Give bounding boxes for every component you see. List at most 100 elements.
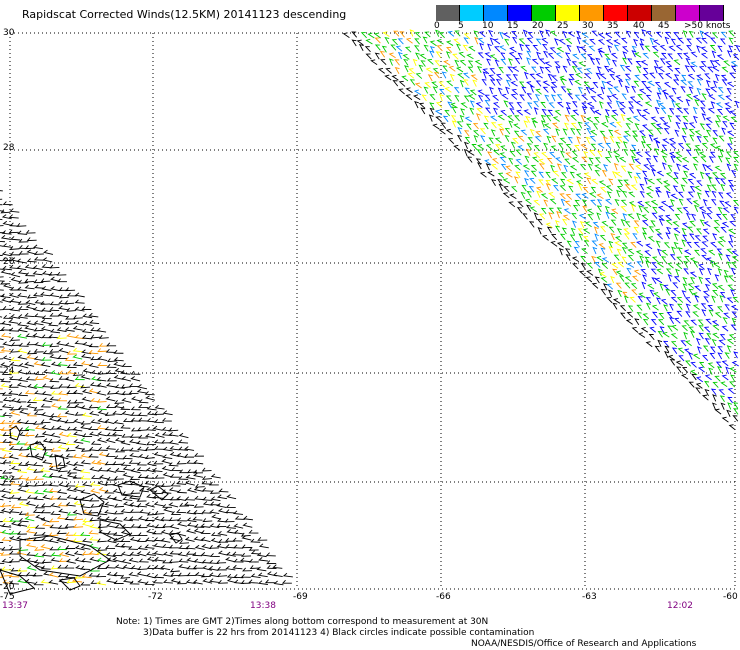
- wind-barb: [413, 94, 421, 101]
- wind-barb: [706, 332, 712, 340]
- wind-barb: [682, 164, 690, 171]
- wind-barb: [26, 320, 37, 326]
- wind-barb: [456, 66, 464, 73]
- wind-barb: [612, 268, 618, 276]
- wind-barb: [683, 170, 688, 178]
- wind-barb: [0, 268, 4, 270]
- wind-barb: [64, 564, 75, 569]
- wind-barb: [57, 468, 68, 473]
- scale-swatch-2: [484, 5, 508, 21]
- wind-barb: [18, 511, 29, 515]
- wind-barb: [420, 60, 426, 67]
- wind-barb: [526, 143, 532, 150]
- wind-barb: [104, 461, 115, 466]
- wind-barb: [635, 100, 643, 107]
- wind-barb: [611, 59, 617, 67]
- wind-barb: [146, 418, 157, 423]
- wind-barb: [40, 362, 51, 368]
- wind-barb: [26, 383, 37, 389]
- wind-barb: [672, 79, 679, 86]
- wind-barb: [596, 255, 604, 262]
- wind-barb: [628, 201, 637, 207]
- wind-barb: [555, 65, 561, 74]
- wind-barb: [724, 304, 730, 311]
- wind-barb: [489, 54, 498, 60]
- wind-barb: [637, 200, 645, 207]
- wind-barb: [611, 171, 617, 179]
- wind-barb: [57, 502, 68, 507]
- wind-barb: [58, 454, 69, 460]
- wind-barb: [466, 53, 474, 60]
- wind-barb: [683, 320, 690, 327]
- wind-barb: [677, 143, 685, 150]
- wind-barb: [8, 573, 20, 578]
- wind-barb: [569, 165, 578, 171]
- wind-barb: [559, 233, 566, 240]
- wind-barb: [48, 333, 59, 339]
- wind-barb: [714, 73, 720, 82]
- wind-barb: [473, 30, 479, 38]
- wind-barb: [638, 88, 647, 95]
- wind-barb: [34, 504, 45, 509]
- wind-barb: [589, 129, 598, 136]
- wind-barb: [500, 52, 506, 59]
- wind-barb: [443, 60, 451, 66]
- wind-barb: [711, 283, 719, 290]
- wind-barb: [0, 511, 4, 514]
- wind-barb: [9, 558, 20, 563]
- wind-barb: [594, 169, 600, 177]
- wind-barb: [664, 31, 672, 38]
- wind-barb: [550, 81, 558, 88]
- wind-barb: [0, 346, 4, 348]
- wind-barb: [201, 559, 212, 564]
- wind-barb: [576, 45, 582, 54]
- wind-barb: [232, 564, 243, 570]
- wind-barb: [581, 193, 589, 199]
- wind-barb: [74, 444, 85, 450]
- wind-barb: [0, 358, 3, 360]
- wind-barb: [705, 123, 712, 130]
- wind-barb: [690, 276, 695, 284]
- wind-barb: [728, 136, 734, 145]
- wind-barb: [105, 552, 116, 558]
- wind-barb: [498, 183, 504, 191]
- wind-barb: [120, 551, 131, 557]
- wind-barb: [80, 437, 91, 443]
- wind-barb: [541, 152, 548, 158]
- wind-barb: [726, 87, 732, 95]
- wind-barb: [647, 129, 654, 136]
- wind-barb: [708, 309, 714, 317]
- wind-barb: [725, 254, 731, 262]
- wind-barb: [498, 67, 504, 74]
- wind-barb: [607, 150, 613, 158]
- wind-barb: [138, 399, 149, 404]
- wind-barb: [138, 487, 149, 493]
- wind-barb: [186, 509, 197, 515]
- wind-barb: [726, 163, 732, 171]
- wind-barb: [605, 39, 614, 45]
- wind-barb: [193, 536, 204, 542]
- wind-barb: [454, 94, 460, 102]
- wind-barb: [703, 32, 711, 38]
- wind-barb: [605, 142, 612, 150]
- wind-barb: [659, 45, 667, 51]
- wind-barb: [160, 529, 171, 535]
- wind-barb: [587, 214, 594, 221]
- wind-barb: [677, 347, 685, 354]
- wind-barb: [478, 31, 486, 38]
- wind-barb: [638, 292, 646, 299]
- wind-barb: [422, 36, 428, 44]
- wind-barb: [635, 66, 641, 74]
- wind-barb: [630, 184, 638, 191]
- wind-barb: [485, 163, 491, 171]
- wind-barb: [146, 529, 157, 534]
- wind-barb: [696, 45, 701, 53]
- wind-barb: [33, 468, 44, 473]
- wind-barb: [240, 532, 251, 537]
- wind-barb: [114, 399, 125, 404]
- wind-barb: [453, 144, 461, 151]
- wind-barb: [635, 250, 644, 256]
- wind-barb: [90, 334, 101, 339]
- wind-barb: [438, 128, 446, 135]
- wind-barb: [48, 532, 59, 537]
